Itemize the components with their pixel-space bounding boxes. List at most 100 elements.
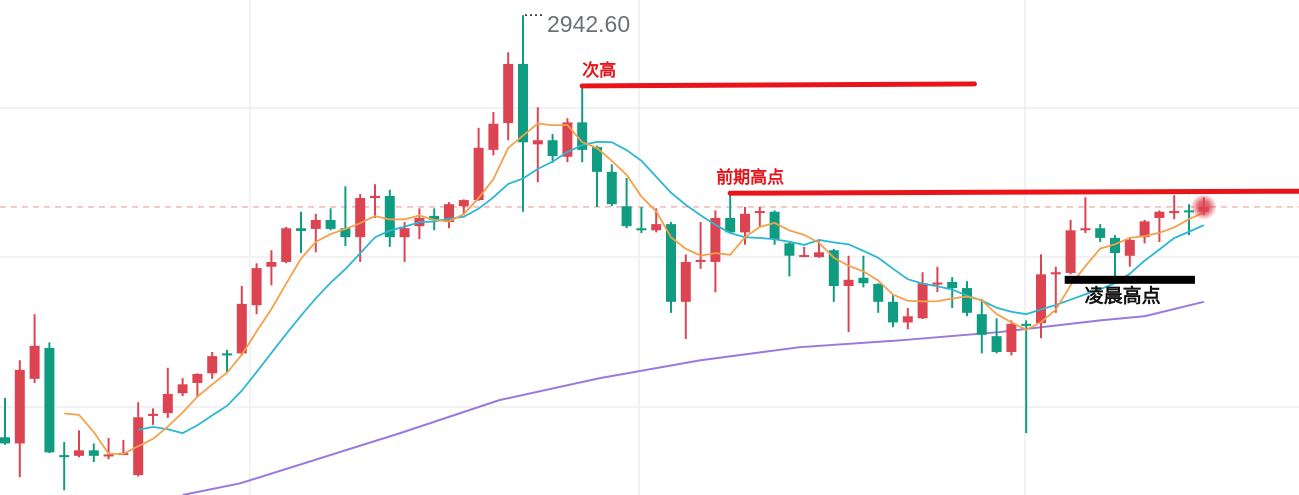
candle-body (828, 250, 839, 286)
candle-up (695, 222, 706, 269)
candle-down (44, 342, 55, 454)
candle-body (695, 259, 706, 262)
candle-body (473, 147, 484, 201)
candle-up (251, 263, 262, 315)
candle-body (207, 356, 218, 374)
candle-up (843, 255, 854, 333)
candle-body (429, 215, 440, 220)
candle-down (621, 178, 632, 229)
candle-up (103, 437, 114, 460)
candle-up (133, 402, 144, 477)
candle-body (962, 288, 972, 313)
candle-up (399, 222, 410, 262)
last-price-pulse-dot (1190, 193, 1217, 220)
candle-body (858, 277, 869, 284)
candle-body (192, 374, 203, 383)
ma-short-line (64, 122, 1205, 455)
annotation-bar (1064, 275, 1195, 284)
candle-body (340, 228, 351, 238)
candle-up (266, 250, 277, 286)
ma-mid-line (138, 140, 1205, 435)
candle-down (384, 189, 395, 247)
candle-body (148, 413, 158, 416)
candle-body (873, 283, 884, 302)
annotation-label-second-high: 次高 (582, 60, 616, 81)
candle-up (370, 184, 380, 218)
candle-body (266, 261, 277, 267)
candle-up (754, 206, 765, 227)
candle-down (991, 318, 1002, 354)
candle-down (962, 281, 972, 317)
candle-body (458, 200, 469, 207)
candle-body (399, 228, 410, 238)
candle-down (636, 206, 647, 234)
candle-body (59, 455, 70, 458)
candle-down (0, 398, 10, 445)
candle-body (725, 217, 736, 233)
candle-body (1006, 323, 1017, 352)
candle-up (177, 378, 188, 396)
candle-up (1139, 220, 1150, 244)
candle-body (1169, 211, 1180, 214)
annotation-label-previous-high: 前期高点 (716, 167, 784, 188)
candle-body (814, 252, 824, 258)
candle-body (976, 314, 987, 335)
candle-up (740, 206, 750, 245)
candle-up (680, 254, 691, 339)
candle-up (148, 408, 158, 425)
candle-down (976, 299, 987, 354)
candle-body (784, 243, 795, 256)
candle-body (325, 220, 336, 229)
candle-down (592, 145, 602, 207)
candle-body (680, 261, 691, 302)
candle-down (325, 208, 336, 231)
candle-down (547, 134, 558, 163)
candle-body (236, 303, 247, 354)
candle-body (769, 211, 780, 240)
candle-down (296, 211, 306, 253)
candle-up (74, 430, 84, 458)
candle-up (488, 112, 499, 156)
candle-body (310, 220, 321, 229)
candle-up (207, 352, 218, 379)
candle-up (458, 199, 469, 216)
candle-body (562, 122, 573, 157)
candle-up (1006, 320, 1017, 356)
ma-layer (64, 14, 1217, 455)
candle-body (29, 345, 40, 379)
candle-body (1110, 237, 1120, 253)
candle-down (947, 277, 958, 308)
candle-body (754, 211, 765, 214)
annotation-label-early-morning-high: 凌晨高点 (1085, 284, 1161, 307)
candle-body (843, 279, 854, 286)
candle-up (932, 266, 943, 293)
ma-long-line (182, 300, 1205, 495)
candle-body (547, 140, 558, 157)
candle-body (177, 384, 188, 394)
candle-up (1124, 237, 1135, 267)
candle-body (991, 336, 1002, 352)
candle-up (1036, 254, 1046, 339)
candle-up (1065, 220, 1076, 275)
candle-body (1036, 274, 1046, 324)
candle-up (162, 367, 173, 418)
annotation-line (727, 188, 1299, 196)
candle-body (636, 228, 647, 231)
candle-up (917, 272, 928, 319)
candles-layer (0, 15, 1209, 491)
candle-body (14, 369, 25, 444)
candle-body (370, 195, 380, 198)
candle-body (74, 450, 84, 456)
candle-body (251, 268, 262, 306)
candle-up (799, 246, 810, 258)
candle-body (222, 353, 232, 356)
candle-up (503, 52, 514, 141)
candle-body (1139, 221, 1150, 238)
candle-body (799, 255, 810, 258)
candle-body (1184, 210, 1194, 213)
candle-body (651, 224, 662, 231)
candle-body (1080, 228, 1091, 231)
candle-down (606, 164, 617, 207)
